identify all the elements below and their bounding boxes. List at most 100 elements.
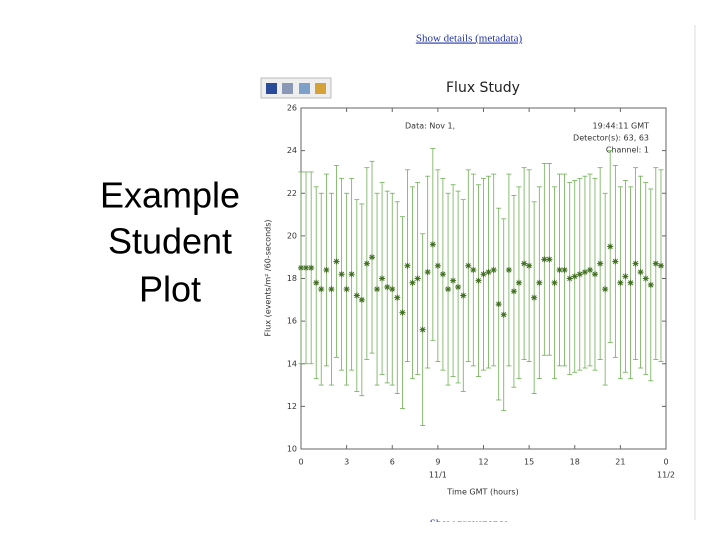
export-icon[interactable] <box>315 83 326 94</box>
point <box>591 271 598 278</box>
x-tick-label: 12 <box>478 458 488 467</box>
point <box>475 277 482 284</box>
date-label: 11/2 <box>657 471 675 480</box>
point <box>353 292 360 299</box>
point <box>434 262 441 269</box>
point <box>358 296 365 303</box>
y-tick-label: 22 <box>287 189 297 198</box>
x-tick-label: 0 <box>663 458 668 467</box>
point <box>379 275 386 282</box>
title-line: Student <box>108 221 232 262</box>
point <box>632 260 639 267</box>
point <box>363 260 370 267</box>
zoom-icon[interactable] <box>299 83 310 94</box>
point <box>460 292 467 299</box>
point <box>429 241 436 248</box>
point <box>617 279 624 286</box>
point <box>657 262 664 269</box>
slide-title: Example Student Plot <box>100 175 240 310</box>
point <box>404 262 411 269</box>
title-line: Example <box>100 175 240 216</box>
y-tick-label: 16 <box>287 317 297 326</box>
point <box>586 266 593 273</box>
point <box>338 271 345 278</box>
y-tick-label: 10 <box>287 445 297 454</box>
point <box>389 286 396 293</box>
point <box>384 284 391 291</box>
annotation: Channel: 1 <box>606 146 649 155</box>
point <box>571 273 578 280</box>
annotation: 19:44:11 GMT <box>593 122 650 131</box>
y-tick-label: 12 <box>287 402 297 411</box>
point <box>343 286 350 293</box>
point <box>369 254 376 261</box>
point <box>313 279 320 286</box>
point <box>612 258 619 265</box>
point <box>303 264 310 271</box>
point <box>541 256 548 263</box>
point <box>515 279 522 286</box>
print-icon[interactable] <box>282 83 293 94</box>
toolbar-bg <box>260 77 332 99</box>
title-line: Plot <box>139 269 201 310</box>
point <box>581 269 588 276</box>
chart-title: Flux Study <box>446 80 520 96</box>
point <box>399 309 406 316</box>
point <box>490 266 497 273</box>
y-tick-label: 24 <box>287 146 297 155</box>
point <box>409 279 416 286</box>
save-icon[interactable] <box>266 83 277 94</box>
point <box>485 269 492 276</box>
point <box>333 258 340 265</box>
y-axis-label: Flux (events/m² /60-seconds) <box>264 219 273 336</box>
point <box>536 279 543 286</box>
point <box>602 286 609 293</box>
point <box>510 288 517 295</box>
point <box>455 284 462 291</box>
details-link[interactable]: Show details (metadata) <box>416 33 523 45</box>
point <box>419 326 426 333</box>
point <box>465 262 472 269</box>
point <box>328 286 335 293</box>
point <box>424 269 431 276</box>
point <box>551 279 558 286</box>
y-tick-label: 20 <box>287 231 297 240</box>
toolbar <box>260 77 332 99</box>
point <box>546 256 553 263</box>
x-tick-label: 21 <box>615 458 625 467</box>
point <box>627 279 634 286</box>
annotation: Data: Nov 1, <box>405 122 455 131</box>
x-tick-label: 18 <box>570 458 580 467</box>
point <box>576 271 583 278</box>
point <box>394 294 401 301</box>
point <box>652 260 659 267</box>
point <box>298 264 304 271</box>
point <box>597 260 604 267</box>
y-tick-label: 18 <box>287 274 297 283</box>
point <box>505 266 512 273</box>
point <box>495 301 502 308</box>
point <box>308 264 315 271</box>
x-tick-label: 0 <box>298 458 303 467</box>
clip-cover <box>400 522 540 540</box>
y-tick-label: 14 <box>287 359 297 368</box>
x-tick-label: 6 <box>390 458 395 467</box>
point <box>561 266 568 273</box>
point <box>323 266 330 273</box>
point <box>450 277 457 284</box>
x-axis-label: Time GMT (hours) <box>446 488 518 497</box>
point <box>374 286 381 293</box>
point <box>642 275 649 282</box>
point <box>622 273 629 280</box>
x-tick-label: 15 <box>524 458 534 467</box>
x-tick-label: 3 <box>344 458 349 467</box>
point <box>637 269 644 276</box>
date-label: 11/1 <box>429 471 447 480</box>
point <box>566 275 573 282</box>
x-tick-label: 9 <box>435 458 440 467</box>
y-tick-label: 26 <box>287 104 297 113</box>
point <box>439 271 446 278</box>
point <box>531 294 538 301</box>
point <box>414 275 421 282</box>
